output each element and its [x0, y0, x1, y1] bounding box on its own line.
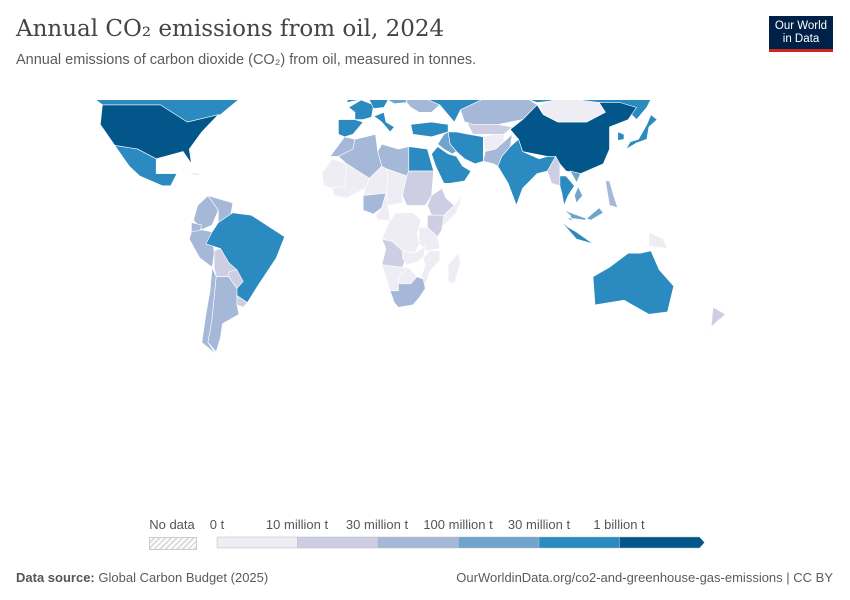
- country-cameroon[interactable]: [375, 193, 391, 221]
- country-united-kingdom[interactable]: [345, 100, 360, 103]
- country-madagascar[interactable]: [447, 252, 461, 285]
- country-philippines[interactable]: [605, 180, 619, 209]
- country-zambia[interactable]: [402, 245, 426, 266]
- country-mexico[interactable]: [114, 144, 178, 187]
- country-malaysia[interactable]: [563, 207, 604, 222]
- legend-label: 10 million t: [265, 517, 329, 532]
- country-australia[interactable]: [592, 250, 675, 315]
- country-papua-new-guinea[interactable]: [648, 231, 668, 249]
- world-map: [65, 100, 730, 355]
- logo-line-1: Our World: [774, 20, 828, 32]
- country-vietnam[interactable]: [569, 170, 583, 204]
- country-sudan[interactable]: [402, 170, 434, 206]
- country-kenya[interactable]: [427, 214, 445, 238]
- country-paraguay[interactable]: [228, 269, 244, 289]
- legend-label: 0 t: [209, 517, 225, 532]
- country-france[interactable]: [348, 100, 374, 120]
- legend-bin[interactable]: [538, 536, 620, 549]
- source-label: Data source:: [16, 570, 95, 585]
- country-russia[interactable]: [415, 100, 730, 123]
- legend-color-bar: [216, 536, 705, 549]
- owid-logo[interactable]: Our World in Data: [769, 16, 833, 52]
- country-mauritania[interactable]: [321, 158, 347, 189]
- legend: No data 0 t 10 million t 30 million t 10…: [0, 515, 850, 555]
- country-south-africa[interactable]: [389, 276, 426, 308]
- country-italy[interactable]: [371, 111, 395, 133]
- country-japan[interactable]: [625, 114, 658, 150]
- country-myanmar[interactable]: [547, 155, 561, 187]
- country-new-zealand[interactable]: [704, 306, 727, 334]
- legend-bin[interactable]: [216, 536, 298, 549]
- country-ukraine[interactable]: [406, 100, 441, 113]
- country-india[interactable]: [497, 138, 557, 207]
- country-germany[interactable]: [369, 100, 389, 109]
- country-spain[interactable]: [338, 119, 364, 138]
- country-turkey[interactable]: [410, 121, 449, 138]
- country-thailand[interactable]: [559, 175, 575, 207]
- legend-label: 1 billion t: [593, 517, 645, 532]
- legend-bin[interactable]: [458, 536, 540, 549]
- country-poland[interactable]: [386, 100, 408, 105]
- country-south-korea[interactable]: [617, 131, 625, 141]
- country-tanzania[interactable]: [418, 227, 441, 252]
- country-central-asia[interactable]: [466, 121, 513, 135]
- source-text: Global Carbon Budget (2025): [98, 570, 269, 585]
- country-egypt[interactable]: [408, 146, 434, 172]
- country-mozambique[interactable]: [420, 250, 441, 287]
- page-subtitle: Annual emissions of carbon dioxide (CO₂)…: [16, 52, 477, 68]
- logo-line-2: in Data: [782, 33, 820, 45]
- source-url-link[interactable]: OurWorldinData.org/co2-and-greenhouse-ga…: [456, 570, 833, 585]
- country-pakistan[interactable]: [482, 133, 513, 167]
- legend-bin[interactable]: [619, 536, 705, 549]
- country-argentina[interactable]: [207, 276, 240, 353]
- legend-no-data-swatch: [149, 537, 197, 550]
- legend-label: 30 million t: [507, 517, 571, 532]
- legend-no-data-label: No data: [149, 517, 195, 532]
- country-indonesia[interactable]: [553, 212, 594, 245]
- country-canada[interactable]: [65, 100, 241, 123]
- country-saudi-arabia[interactable]: [431, 146, 472, 184]
- legend-label: 30 million t: [345, 517, 409, 532]
- country-cuba[interactable]: [181, 170, 202, 177]
- legend-bin[interactable]: [297, 536, 379, 549]
- legend-bin[interactable]: [377, 536, 459, 549]
- data-source: Data source: Global Carbon Budget (2025): [16, 570, 268, 585]
- country-iraq[interactable]: [437, 131, 457, 155]
- page-title: Annual CO₂ emissions from oil, 2024: [16, 16, 445, 42]
- legend-label: 100 million t: [423, 517, 493, 532]
- country-peru[interactable]: [188, 229, 215, 268]
